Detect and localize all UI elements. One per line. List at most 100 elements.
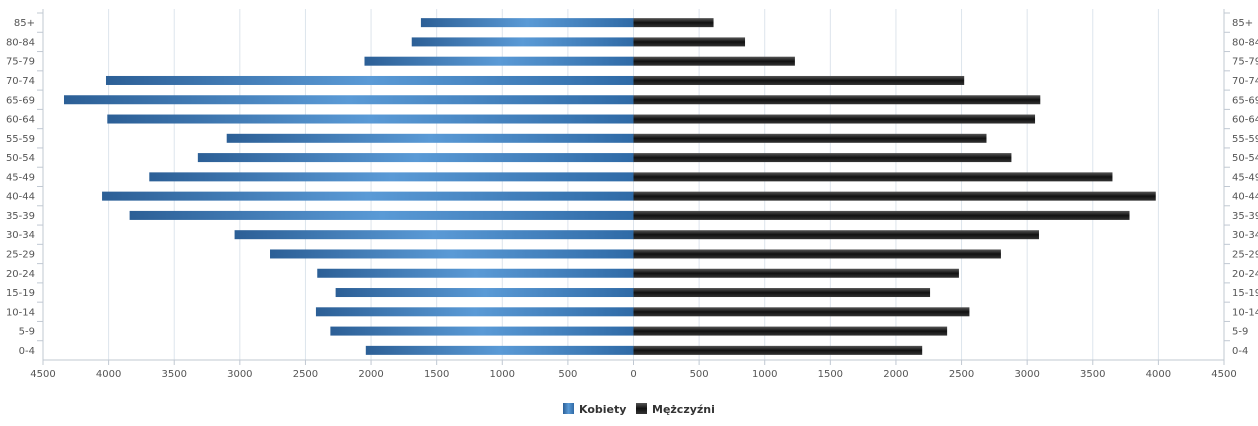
y-category-label-left: 60-64 [6, 115, 35, 126]
x-tick-label: 0 [630, 369, 636, 380]
bar-kobiety-60-64[interactable] [107, 114, 634, 124]
bar-mezczyzni-25-29[interactable] [633, 249, 1001, 259]
y-category-label-left: 45-49 [6, 172, 35, 183]
y-category-label-left: 65-69 [6, 95, 35, 106]
bar-kobiety-30-34[interactable] [234, 230, 634, 240]
x-tick-label: 500 [558, 369, 577, 380]
bar-mezczyzni-5-9[interactable] [633, 326, 948, 336]
y-category-label-left: 40-44 [6, 192, 35, 203]
y-category-label-right: 60-64 [1232, 115, 1258, 126]
y-category-label-left: 55-59 [6, 134, 35, 145]
y-category-label-left: 75-79 [6, 57, 35, 68]
y-category-label-left: 85+ [14, 18, 35, 29]
legend-swatch[interactable] [563, 403, 574, 414]
bar-kobiety-0-4[interactable] [365, 345, 634, 355]
bar-mezczyzni-80-84[interactable] [633, 37, 746, 47]
bar-kobiety-35-39[interactable] [129, 210, 634, 220]
bar-kobiety-25-29[interactable] [270, 249, 634, 259]
x-tick-label: 1500 [818, 369, 843, 380]
y-category-label-right: 10-14 [1232, 307, 1258, 318]
bar-mezczyzni-75-79[interactable] [633, 56, 795, 66]
y-category-label-right: 20-24 [1232, 269, 1258, 280]
y-category-label-left: 25-29 [6, 249, 35, 260]
bar-mezczyzni-55-59[interactable] [633, 133, 987, 143]
bar-mezczyzni-10-14[interactable] [633, 307, 970, 317]
bar-mezczyzni-0-4[interactable] [633, 345, 923, 355]
bar-kobiety-85+[interactable] [420, 18, 634, 28]
bar-mezczyzni-20-24[interactable] [633, 268, 959, 278]
x-tick-label: 2000 [883, 369, 908, 380]
y-category-label-left: 10-14 [6, 307, 35, 318]
x-tick-label: 500 [690, 369, 709, 380]
grid-layer [42, 9, 1225, 360]
x-tick-label: 4500 [1211, 369, 1236, 380]
x-tick-label: 4000 [96, 369, 121, 380]
x-tick-label: 3500 [161, 369, 186, 380]
y-category-label-left: 50-54 [6, 153, 35, 164]
x-tick-label: 3500 [1080, 369, 1105, 380]
y-category-label-right: 15-19 [1232, 288, 1258, 299]
bar-mezczyzni-50-54[interactable] [633, 153, 1012, 163]
x-tick-label: 3000 [227, 369, 252, 380]
x-tick-label: 1500 [424, 369, 449, 380]
bar-mezczyzni-65-69[interactable] [633, 95, 1041, 105]
y-category-label-right: 25-29 [1232, 249, 1258, 260]
bar-kobiety-75-79[interactable] [364, 56, 634, 66]
y-category-label-left: 15-19 [6, 288, 35, 299]
y-category-label-right: 85+ [1232, 18, 1253, 29]
legend-label[interactable]: Kobiety [579, 403, 626, 416]
y-category-label-left: 5-9 [19, 327, 35, 338]
y-category-label-right: 65-69 [1232, 95, 1258, 106]
x-tick-label: 1000 [752, 369, 777, 380]
bar-kobiety-15-19[interactable] [335, 288, 634, 298]
bar-mezczyzni-60-64[interactable] [633, 114, 1036, 124]
x-tick-label: 3000 [1014, 369, 1039, 380]
y-category-label-left: 0-4 [19, 346, 35, 357]
bar-kobiety-20-24[interactable] [317, 268, 634, 278]
x-tick-label: 2500 [293, 369, 318, 380]
y-category-label-right: 40-44 [1232, 192, 1258, 203]
legend-label[interactable]: Mężczyźni [652, 403, 715, 416]
bar-kobiety-45-49[interactable] [149, 172, 634, 182]
y-category-label-right: 5-9 [1232, 327, 1248, 338]
y-category-label-left: 70-74 [6, 76, 35, 87]
y-category-label-left: 20-24 [6, 269, 35, 280]
bar-mezczyzni-35-39[interactable] [633, 210, 1130, 220]
x-tick-label: 2500 [949, 369, 974, 380]
y-category-label-right: 0-4 [1232, 346, 1248, 357]
bar-mezczyzni-45-49[interactable] [633, 172, 1113, 182]
bar-mezczyzni-70-74[interactable] [633, 75, 965, 85]
bar-kobiety-50-54[interactable] [197, 153, 634, 163]
x-tick-label: 1000 [490, 369, 515, 380]
y-category-label-left: 35-39 [6, 211, 35, 222]
y-category-label-right: 50-54 [1232, 153, 1258, 164]
y-category-label-right: 30-34 [1232, 230, 1258, 241]
y-category-label-right: 45-49 [1232, 172, 1258, 183]
y-category-label-right: 35-39 [1232, 211, 1258, 222]
x-tick-label: 2000 [358, 369, 383, 380]
bar-kobiety-70-74[interactable] [105, 75, 634, 85]
bar-kobiety-55-59[interactable] [226, 133, 634, 143]
axis-layer: 4500 4000 3500 3000 2500 2000 1500 1000 500 0 500 1… [6, 9, 1258, 380]
bar-kobiety-65-69[interactable] [63, 95, 634, 105]
bar-kobiety-5-9[interactable] [330, 326, 634, 336]
legend[interactable]: Kobiety Mężczyźni [563, 403, 715, 416]
legend-swatch[interactable] [636, 403, 647, 414]
x-tick-label: 4500 [30, 369, 55, 380]
y-category-label-right: 55-59 [1232, 134, 1258, 145]
y-category-label-right: 80-84 [1232, 37, 1258, 48]
y-category-label-left: 80-84 [6, 37, 35, 48]
bar-mezczyzni-30-34[interactable] [633, 230, 1039, 240]
y-category-label-left: 30-34 [6, 230, 35, 241]
bar-mezczyzni-85+[interactable] [633, 18, 714, 28]
bar-layer [63, 18, 1156, 355]
bar-kobiety-40-44[interactable] [102, 191, 634, 201]
y-category-label-right: 75-79 [1232, 57, 1258, 68]
x-tick-label: 4000 [1146, 369, 1171, 380]
bar-kobiety-10-14[interactable] [315, 307, 634, 317]
bar-mezczyzni-40-44[interactable] [633, 191, 1156, 201]
bar-kobiety-80-84[interactable] [411, 37, 634, 47]
bar-mezczyzni-15-19[interactable] [633, 288, 931, 298]
